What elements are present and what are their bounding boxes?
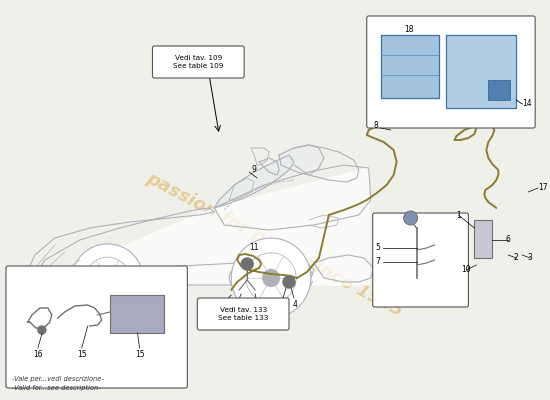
FancyBboxPatch shape	[6, 266, 188, 388]
Text: Vedi tav. 109
See table 109: Vedi tav. 109 See table 109	[173, 55, 223, 69]
Text: 10: 10	[461, 266, 471, 274]
Circle shape	[100, 272, 115, 288]
Text: 3: 3	[528, 254, 532, 262]
Circle shape	[241, 258, 253, 270]
Circle shape	[72, 244, 144, 316]
FancyBboxPatch shape	[109, 295, 164, 333]
FancyBboxPatch shape	[373, 213, 469, 307]
Text: 4: 4	[293, 300, 298, 309]
Text: 14: 14	[522, 100, 532, 108]
Text: 5: 5	[376, 244, 381, 252]
Text: 17: 17	[538, 184, 548, 192]
Circle shape	[232, 238, 311, 318]
Circle shape	[246, 253, 296, 303]
Text: 13: 13	[212, 305, 222, 314]
Text: 10: 10	[229, 305, 239, 314]
Text: 11: 11	[249, 243, 259, 252]
FancyBboxPatch shape	[475, 220, 492, 258]
Polygon shape	[279, 145, 324, 175]
Circle shape	[38, 326, 46, 334]
Text: -Vale per...vedi descrizione-
-Valid for...see description-: -Vale per...vedi descrizione- -Valid for…	[12, 376, 104, 391]
Polygon shape	[381, 35, 438, 98]
Circle shape	[85, 257, 130, 303]
Text: 7: 7	[376, 258, 381, 266]
Text: Vedi tav. 133
See table 133: Vedi tav. 133 See table 133	[218, 307, 268, 321]
Text: 15: 15	[135, 350, 144, 359]
Text: 6: 6	[279, 300, 284, 309]
Circle shape	[263, 270, 279, 286]
Polygon shape	[447, 35, 516, 108]
Text: 6: 6	[506, 236, 511, 244]
FancyBboxPatch shape	[197, 298, 289, 330]
FancyBboxPatch shape	[488, 80, 510, 100]
Text: 9: 9	[252, 166, 256, 174]
Text: 18: 18	[404, 25, 414, 34]
Polygon shape	[30, 168, 368, 285]
FancyBboxPatch shape	[152, 46, 244, 78]
Circle shape	[404, 211, 417, 225]
Text: 15: 15	[77, 350, 86, 359]
Text: 8: 8	[374, 122, 379, 130]
Circle shape	[283, 276, 295, 288]
Text: 1: 1	[456, 210, 461, 220]
Text: passion for parts since 1985: passion for parts since 1985	[143, 170, 405, 320]
Text: 12: 12	[251, 305, 261, 314]
Text: 16: 16	[33, 350, 43, 359]
Text: 2: 2	[514, 254, 519, 262]
Polygon shape	[214, 155, 294, 208]
FancyBboxPatch shape	[367, 16, 535, 128]
